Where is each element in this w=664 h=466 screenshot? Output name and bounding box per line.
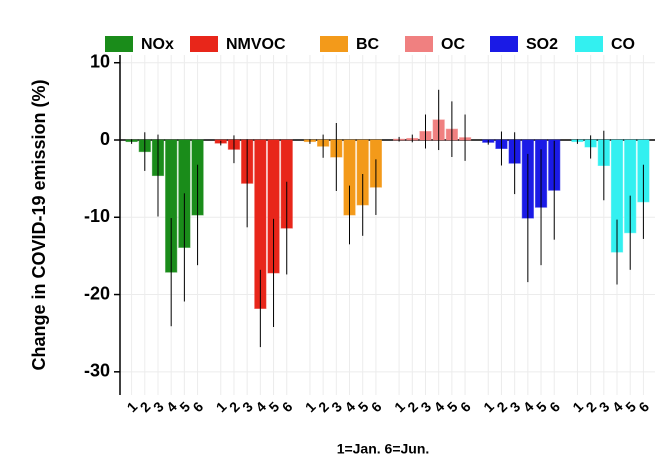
legend-label: NMVOC — [226, 36, 286, 53]
x-tick-label: 2 — [137, 398, 154, 415]
x-axis-title: 1=Jan. 6=Jun. — [337, 441, 430, 457]
x-tick-label: 5 — [265, 398, 282, 415]
x-tick-label: 2 — [404, 398, 421, 415]
x-tick-label: 4 — [431, 398, 448, 415]
x-tick-label: 2 — [226, 398, 243, 415]
legend-label: SO2 — [526, 36, 558, 53]
y-tick-label: 0 — [100, 129, 110, 149]
x-tick-label: 4 — [609, 398, 626, 415]
legend-label: NOx — [141, 36, 174, 53]
x-tick-label: 3 — [239, 398, 256, 415]
legend-swatch — [490, 36, 518, 52]
x-tick-label: 1 — [391, 398, 408, 415]
legend-label: OC — [441, 36, 465, 53]
legend-swatch — [575, 36, 603, 52]
x-tick-label: 1 — [302, 398, 319, 415]
x-tick-label: 4 — [341, 398, 358, 415]
x-tick-label: 5 — [533, 398, 550, 415]
x-tick-label: 1 — [124, 398, 141, 415]
y-tick-label: -30 — [84, 361, 110, 381]
x-tick-label: 1 — [213, 398, 230, 415]
legend-swatch — [320, 36, 348, 52]
y-axis-title: Change in COVID-19 emission (%) — [29, 79, 49, 370]
x-tick-label: 5 — [355, 398, 372, 415]
y-tick-label: 10 — [90, 51, 110, 71]
x-tick-label: 6 — [635, 398, 652, 415]
x-tick-label: 3 — [507, 398, 524, 415]
y-tick-label: -10 — [84, 206, 110, 226]
x-tick-label: 3 — [150, 398, 167, 415]
x-tick-label: 3 — [328, 398, 345, 415]
x-tick-label: 3 — [417, 398, 434, 415]
x-tick-label: 4 — [252, 398, 269, 415]
x-tick-label: 6 — [546, 398, 563, 415]
legend-swatch — [190, 36, 218, 52]
legend-swatch — [405, 36, 433, 52]
x-tick-label: 6 — [279, 398, 296, 415]
x-tick-label: 2 — [583, 398, 600, 415]
x-tick-label: 6 — [368, 398, 385, 415]
legend-label: BC — [356, 36, 380, 53]
x-tick-label: 1 — [569, 398, 586, 415]
x-tick-label: 5 — [176, 398, 193, 415]
x-tick-label: 4 — [163, 398, 180, 415]
x-tick-label: 5 — [622, 398, 639, 415]
x-tick-label: 6 — [189, 398, 206, 415]
x-tick-label: 4 — [520, 398, 537, 415]
legend-label: CO — [611, 36, 635, 53]
y-tick-label: -20 — [84, 283, 110, 303]
x-tick-label: 5 — [444, 398, 461, 415]
x-tick-label: 6 — [457, 398, 474, 415]
x-tick-label: 2 — [493, 398, 510, 415]
x-tick-label: 3 — [596, 398, 613, 415]
x-tick-label: 1 — [480, 398, 497, 415]
legend-swatch — [105, 36, 133, 52]
x-tick-label: 2 — [315, 398, 332, 415]
